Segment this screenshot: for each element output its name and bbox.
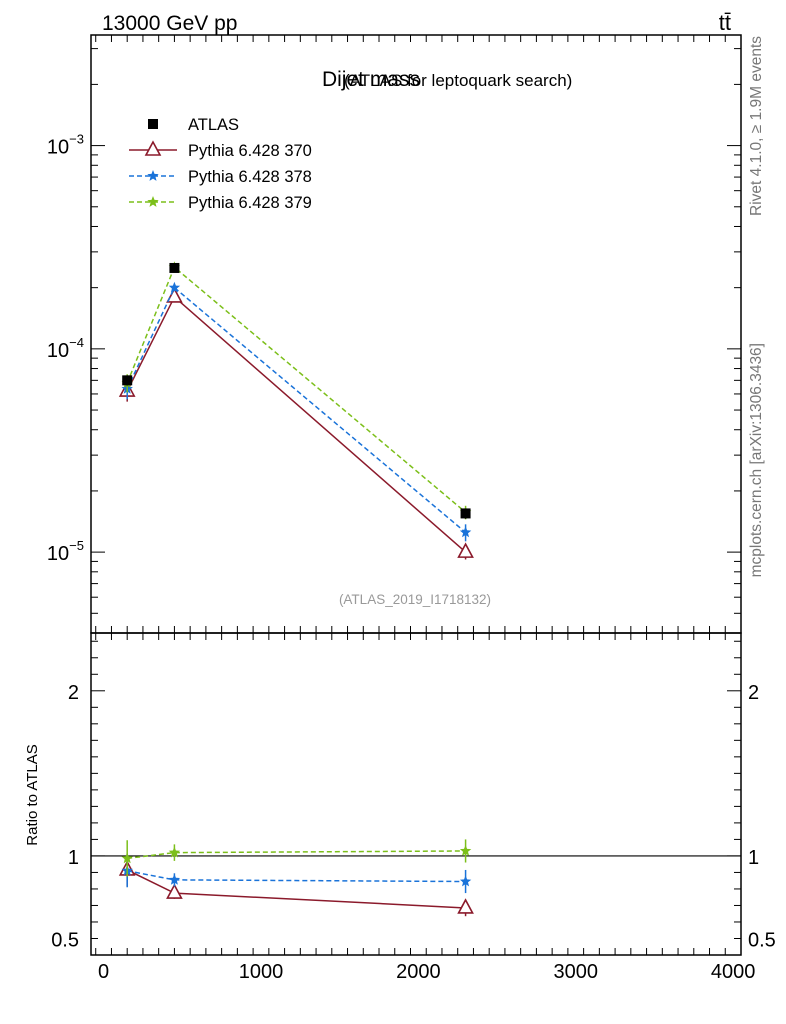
energy-label: 13000 GeV pp [102, 12, 237, 35]
y-tick-label: 10−3 [47, 132, 84, 159]
legend-label: Pythia 6.428 379 [188, 194, 312, 212]
y-tick-base: 10 [47, 543, 69, 565]
data-point [168, 281, 181, 293]
data-point [122, 375, 133, 386]
chart-subtitle: (ATLAS for leptoquark search) [344, 71, 572, 90]
y-tick-label: 10−5 [47, 538, 84, 565]
ratio-series-0 [118, 853, 474, 917]
legend-marker [144, 140, 162, 156]
series-0 [122, 262, 471, 519]
ratio-point [168, 873, 181, 885]
x-tick-label: 1000 [239, 961, 284, 983]
ratio-y-tick-label-left: 0.5 [51, 929, 79, 951]
mcplots-label: mcplots.cern.ch [arXiv:1306.3436] [748, 343, 765, 577]
ratio-y-tick-label-right: 1 [748, 847, 759, 869]
y-tick-base: 10 [47, 137, 69, 159]
ratio-y-tick-label-right: 0.5 [748, 929, 776, 951]
ratio-ylabel: Ratio to ATLAS [24, 744, 41, 845]
ratio-point [121, 852, 133, 864]
x-tick-label: 4000 [711, 961, 756, 983]
ratio-series-2 [121, 839, 472, 877]
ratio-point [457, 898, 474, 914]
series-line [126, 286, 467, 533]
process-label: tt̄ [719, 10, 731, 35]
ratio-line [126, 869, 466, 909]
legend-label: Pythia 6.428 378 [188, 168, 312, 186]
ratio-point [459, 875, 472, 887]
analysis-id: (ATLAS_2019_I1718132) [339, 592, 491, 607]
y-tick-exponent: −3 [69, 132, 84, 147]
y-tick-label: 10−4 [47, 335, 84, 362]
ratio-y-tick-label-left: 2 [68, 682, 79, 704]
legend-marker [148, 119, 158, 129]
ratio-y-tick-label-left: 1 [68, 847, 79, 869]
legend-entry: ATLAS [148, 116, 239, 134]
ratio-plot-frame [90, 632, 742, 956]
x-tick-label: 3000 [553, 961, 598, 983]
data-point [460, 508, 471, 519]
series-2 [121, 281, 472, 542]
legend-entry: Pythia 6.428 379 [129, 194, 312, 212]
legend-entry: Pythia 6.428 378 [129, 168, 312, 186]
ratio-point [166, 883, 183, 899]
data-point [166, 287, 183, 303]
x-tick-label: 2000 [396, 961, 441, 983]
legend-marker [147, 170, 159, 181]
chart-title: Dijet mass [322, 68, 420, 91]
legend-marker [147, 196, 159, 207]
data-point [457, 542, 474, 558]
ratio-y-tick-label-right: 2 [748, 682, 759, 704]
y-tick-exponent: −5 [69, 538, 84, 553]
series-line [126, 266, 467, 513]
rivet-label: Rivet 4.1.0, ≥ 1.9M events [748, 36, 765, 216]
x-tick-label: 0 [98, 961, 109, 983]
y-tick-exponent: −4 [69, 335, 84, 350]
ratio-line [127, 850, 466, 860]
ratio-point [459, 845, 472, 856]
ratio-line [127, 870, 466, 883]
series-1 [118, 287, 474, 560]
legend-label: Pythia 6.428 370 [188, 142, 312, 160]
legend-entry: Pythia 6.428 370 [129, 140, 312, 160]
ratio-point [168, 846, 181, 858]
y-tick-base: 10 [47, 340, 69, 362]
data-point [459, 526, 472, 538]
data-point [169, 262, 180, 273]
legend-label: ATLAS [188, 116, 239, 134]
series-line [126, 295, 467, 553]
